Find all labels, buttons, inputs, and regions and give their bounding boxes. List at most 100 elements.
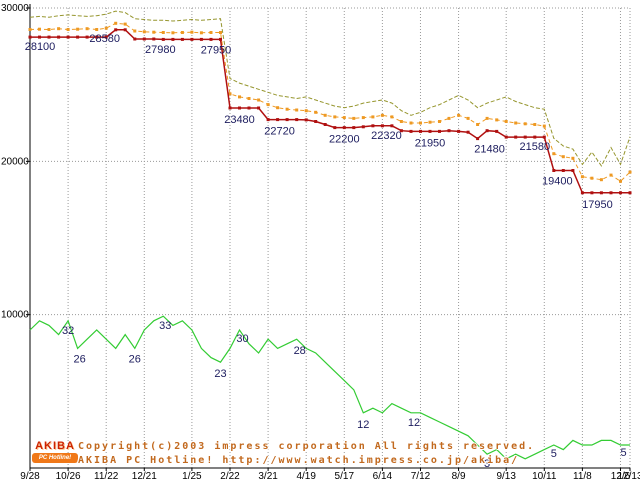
average-price-marker <box>209 31 213 34</box>
lowest-price-marker <box>152 37 156 41</box>
x-tick-label: 9/28 <box>20 471 40 480</box>
lowest-price-marker <box>47 35 51 39</box>
lowest-price-marker <box>238 106 241 110</box>
lowest-price-marker <box>266 118 270 122</box>
price-label: 22200 <box>329 134 360 146</box>
lowest-price-marker <box>295 118 299 122</box>
x-tick-label: 9/13 <box>496 471 516 480</box>
lowest-price-marker <box>590 191 594 195</box>
shop-count-label: 26 <box>73 353 85 365</box>
average-price-marker <box>142 30 146 34</box>
price-label: 17950 <box>582 199 613 211</box>
average-price-marker <box>628 170 632 174</box>
x-tick-label: 3/21 <box>258 471 278 480</box>
shop-count-label: 5 <box>551 448 557 460</box>
lowest-price-marker <box>485 129 489 133</box>
akiba-logo-subtitle: PC Hotline! <box>32 453 78 463</box>
average-price-marker <box>171 31 175 35</box>
price-label: 28100 <box>25 41 56 53</box>
x-tick-label: 10/26 <box>56 471 81 480</box>
average-price-marker <box>533 123 537 126</box>
lowest-price-marker <box>571 169 575 172</box>
average-price-marker <box>352 116 356 120</box>
lowest-price-marker <box>352 126 356 130</box>
lowest-price-marker <box>542 135 546 139</box>
average-price-marker <box>599 178 603 182</box>
average-price-marker <box>495 118 499 122</box>
lowest-price-marker <box>114 28 118 32</box>
average-price-marker <box>323 113 327 117</box>
lowest-price-marker <box>57 35 61 39</box>
lowest-price-marker <box>104 35 108 39</box>
average-price-marker <box>276 106 280 110</box>
lowest-price-marker <box>333 126 337 130</box>
lowest-price-marker <box>285 118 289 122</box>
lowest-price-marker <box>619 191 622 195</box>
x-tick-label: 10/11 <box>532 471 557 480</box>
x-tick-label: 12/6 <box>611 471 631 480</box>
price-label: 22320 <box>371 130 402 142</box>
lowest-price-marker <box>95 35 99 39</box>
lowest-price-marker <box>209 37 213 41</box>
average-price-marker <box>542 124 546 128</box>
price-label: 28580 <box>89 33 120 45</box>
average-price-marker <box>104 26 108 30</box>
average-price-marker <box>57 27 61 31</box>
lowest-price-marker <box>180 37 184 41</box>
lowest-price-marker <box>76 35 80 39</box>
lowest-price-marker <box>438 129 441 133</box>
average-price-marker <box>66 28 70 31</box>
average-price-marker <box>199 31 203 35</box>
average-price-marker <box>190 30 194 34</box>
x-tick-label: 4/19 <box>296 471 316 480</box>
average-price-marker <box>561 155 565 159</box>
lowest-price-marker <box>133 37 137 41</box>
lowest-price-marker <box>390 124 394 128</box>
shop-count-line <box>29 315 630 460</box>
lowest-price-marker <box>399 129 403 133</box>
average-price-marker <box>180 31 184 34</box>
akiba-logo: AKIBA PC Hotline! <box>32 441 78 463</box>
lowest-price-marker <box>447 129 451 133</box>
lowest-price-marker <box>342 126 346 130</box>
lowest-price-marker <box>609 191 613 195</box>
average-price-marker <box>28 28 32 31</box>
lowest-price-marker <box>409 129 413 133</box>
lowest-price-marker <box>161 37 165 41</box>
akiba-logo-wordmark: AKIBA <box>35 440 75 452</box>
site-url-text: AKIBA PC Hotline! http://www.watch.impre… <box>78 455 520 466</box>
lowest-price-marker <box>123 28 127 32</box>
y-tick-label: 30000 <box>1 3 29 14</box>
average-price-marker <box>466 116 470 120</box>
average-price-marker <box>619 179 622 183</box>
lowest-price-marker <box>247 106 251 110</box>
x-tick-label: 6/14 <box>373 471 393 480</box>
lowest-price-marker <box>142 37 146 41</box>
average-price-marker <box>571 156 575 160</box>
average-price-marker <box>219 31 222 34</box>
average-price-marker <box>361 116 365 120</box>
average-price-marker <box>590 176 594 180</box>
average-price-marker <box>333 115 337 119</box>
average-price-marker <box>152 30 156 34</box>
lowest-price-marker <box>219 37 222 41</box>
lowest-price-marker <box>419 129 422 133</box>
lowest-price-marker <box>190 37 194 41</box>
average-price-marker <box>342 116 346 120</box>
average-price-marker <box>247 97 251 100</box>
shop-count-label: 30 <box>236 333 248 345</box>
x-tick-label: 7/12 <box>411 471 431 480</box>
x-tick-label: 11/22 <box>94 471 119 480</box>
average-price-marker <box>447 116 451 120</box>
lowest-price-marker <box>199 37 203 41</box>
lowest-price-marker <box>495 129 499 133</box>
average-price-marker <box>476 123 480 126</box>
shop-count-label: 12 <box>357 419 369 431</box>
lowest-price-marker <box>428 129 432 133</box>
average-price-marker <box>580 175 584 179</box>
price-label: 22720 <box>264 126 295 138</box>
lowest-price-marker <box>314 120 318 123</box>
average-price-marker <box>304 109 308 113</box>
lowest-price-marker <box>628 191 632 195</box>
